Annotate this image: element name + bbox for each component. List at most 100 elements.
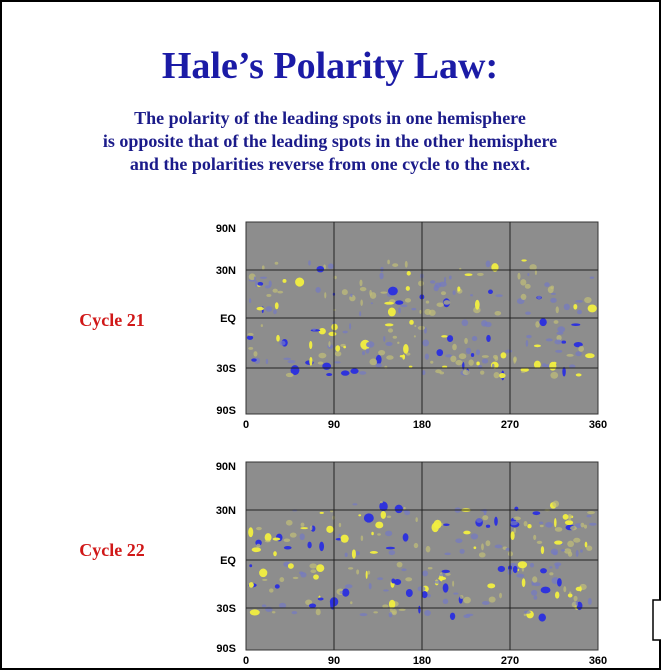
sunspot xyxy=(510,520,518,526)
sunspot xyxy=(575,299,583,303)
sunspot xyxy=(476,361,480,366)
sunspot xyxy=(534,270,537,275)
sunspot xyxy=(387,307,396,317)
sunspot xyxy=(269,588,274,593)
sunspot xyxy=(471,336,478,342)
sunspot xyxy=(335,345,341,352)
sunspot xyxy=(356,569,360,575)
sunspot xyxy=(533,534,537,541)
sunspot xyxy=(529,264,537,271)
sunspot xyxy=(450,355,457,363)
sunspot xyxy=(380,511,387,519)
sunspot xyxy=(436,302,444,307)
sunspot xyxy=(256,543,261,548)
sunspot xyxy=(338,522,342,528)
sunspot xyxy=(362,351,366,356)
sunspot xyxy=(249,564,253,568)
x-axis-label: 0 xyxy=(243,655,249,667)
sunspot xyxy=(273,309,277,315)
sunspot xyxy=(573,595,578,602)
sunspot xyxy=(557,578,562,587)
sunspot xyxy=(417,586,426,592)
sunspot xyxy=(433,285,439,292)
sunspot xyxy=(550,297,557,303)
sunspot xyxy=(525,311,531,315)
sunspot xyxy=(387,328,394,333)
sunspot xyxy=(440,291,447,296)
sunspot xyxy=(317,597,324,601)
sunspot xyxy=(283,357,291,360)
sunspot xyxy=(299,533,305,541)
sunspot xyxy=(524,610,531,614)
sunspot xyxy=(349,323,352,330)
sunspot xyxy=(246,335,254,340)
sunspot xyxy=(557,326,566,333)
sunspot xyxy=(578,345,584,352)
sunspot xyxy=(443,300,451,305)
sunspot xyxy=(343,345,347,349)
sunspot xyxy=(317,361,324,365)
sunspot xyxy=(366,341,375,348)
sunspot xyxy=(540,546,545,555)
x-axis-label: 360 xyxy=(589,655,607,667)
sunspot xyxy=(248,279,257,282)
sunspot xyxy=(484,321,492,328)
sunspot xyxy=(248,298,252,304)
sunspot xyxy=(480,370,485,375)
subtitle-line: and the polarities reverse from one cycl… xyxy=(130,154,530,174)
sunspot xyxy=(464,273,473,277)
sunspot xyxy=(487,583,496,589)
sunspot xyxy=(334,351,342,357)
sunspot xyxy=(556,335,562,341)
sunspot xyxy=(359,287,367,292)
sunspot xyxy=(482,515,489,521)
sunspot xyxy=(494,544,503,549)
sunspot xyxy=(459,548,465,554)
sunspot xyxy=(331,323,338,331)
sunspot xyxy=(562,513,569,520)
sunspot xyxy=(449,612,456,621)
sunspot xyxy=(413,542,419,549)
sunspot xyxy=(535,321,540,328)
sunspot xyxy=(402,354,406,360)
sunspot xyxy=(433,580,442,584)
sunspot xyxy=(375,363,382,368)
sunspot xyxy=(550,285,555,290)
sunspot xyxy=(442,523,450,526)
sunspot xyxy=(438,576,447,581)
sunspot xyxy=(333,361,341,364)
sunspot xyxy=(307,541,312,549)
sunspot xyxy=(539,318,547,327)
sunspot xyxy=(539,521,544,525)
sunspot xyxy=(347,567,354,570)
sunspot xyxy=(385,546,396,550)
sunspot xyxy=(481,543,484,551)
sunspot xyxy=(441,569,450,574)
sunspot xyxy=(405,352,411,356)
sunspot xyxy=(256,306,264,311)
sunspot xyxy=(379,272,384,280)
sunspot xyxy=(561,340,567,344)
sunspot xyxy=(342,330,348,334)
sunspot xyxy=(249,609,260,616)
sunspot xyxy=(316,265,325,273)
sunspot xyxy=(583,524,588,529)
sunspot xyxy=(494,310,502,316)
sunspot xyxy=(265,358,269,364)
sunspot xyxy=(409,319,414,325)
sunspot xyxy=(358,371,367,375)
y-axis-label: 30N xyxy=(216,265,236,277)
sunspot xyxy=(260,324,263,328)
sunspot xyxy=(554,527,563,532)
sunspot xyxy=(470,353,475,357)
sunspot xyxy=(352,503,358,506)
sunspot xyxy=(378,350,386,356)
sunspot xyxy=(405,577,413,582)
magnetogram xyxy=(245,221,599,415)
sunspot xyxy=(367,570,371,575)
sunspot xyxy=(517,272,521,280)
x-axis-label: 90 xyxy=(328,655,340,667)
sunspot xyxy=(393,578,402,586)
sunspot xyxy=(274,584,280,589)
sunspot xyxy=(328,341,331,348)
